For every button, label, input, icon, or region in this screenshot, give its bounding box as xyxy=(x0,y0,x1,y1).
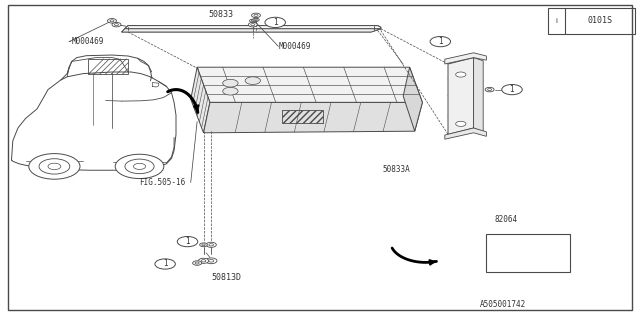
Polygon shape xyxy=(125,26,381,29)
Text: 50833A: 50833A xyxy=(383,165,410,174)
Polygon shape xyxy=(197,67,422,102)
Circle shape xyxy=(201,260,206,262)
Circle shape xyxy=(48,163,61,170)
Circle shape xyxy=(209,260,214,262)
Circle shape xyxy=(193,261,202,265)
Text: 1: 1 xyxy=(438,37,443,46)
FancyBboxPatch shape xyxy=(548,8,635,34)
Circle shape xyxy=(265,17,285,28)
Circle shape xyxy=(255,19,257,20)
Polygon shape xyxy=(204,102,422,133)
Circle shape xyxy=(112,22,121,27)
Circle shape xyxy=(456,72,466,77)
Circle shape xyxy=(115,24,118,26)
Text: 1: 1 xyxy=(509,85,515,94)
FancyBboxPatch shape xyxy=(486,234,570,272)
Text: 82064: 82064 xyxy=(494,215,517,224)
Text: 50813D: 50813D xyxy=(211,273,241,282)
Circle shape xyxy=(125,159,154,174)
Text: 50833: 50833 xyxy=(208,10,233,19)
Circle shape xyxy=(108,19,116,23)
Circle shape xyxy=(488,89,492,91)
Circle shape xyxy=(195,262,199,264)
Text: 1: 1 xyxy=(273,18,278,27)
Circle shape xyxy=(502,84,522,95)
Circle shape xyxy=(456,121,466,126)
Circle shape xyxy=(39,159,70,174)
Circle shape xyxy=(202,244,205,246)
Text: i: i xyxy=(556,18,557,24)
Polygon shape xyxy=(191,67,210,133)
Circle shape xyxy=(245,77,260,84)
Circle shape xyxy=(209,244,214,246)
Polygon shape xyxy=(122,29,381,32)
Circle shape xyxy=(252,13,260,18)
Circle shape xyxy=(254,14,258,16)
Circle shape xyxy=(250,19,256,22)
Circle shape xyxy=(253,18,259,21)
Polygon shape xyxy=(445,128,486,139)
Polygon shape xyxy=(445,53,486,64)
Text: 0101S: 0101S xyxy=(588,16,612,25)
Polygon shape xyxy=(448,58,474,134)
Circle shape xyxy=(248,22,257,27)
Circle shape xyxy=(110,20,114,22)
Circle shape xyxy=(206,242,216,247)
Text: A505001742: A505001742 xyxy=(480,300,526,309)
Circle shape xyxy=(549,17,564,25)
Text: M000469: M000469 xyxy=(72,37,104,46)
Text: M000469: M000469 xyxy=(278,42,311,51)
Polygon shape xyxy=(474,58,483,132)
Circle shape xyxy=(223,79,238,87)
Circle shape xyxy=(29,154,80,179)
Polygon shape xyxy=(403,67,422,131)
Circle shape xyxy=(115,154,164,179)
Circle shape xyxy=(134,163,146,170)
Circle shape xyxy=(251,24,255,26)
Circle shape xyxy=(198,258,209,263)
Circle shape xyxy=(155,259,175,269)
Circle shape xyxy=(485,87,494,92)
Text: 1: 1 xyxy=(163,260,168,268)
Circle shape xyxy=(177,236,198,247)
Circle shape xyxy=(200,243,207,247)
Circle shape xyxy=(205,258,217,264)
Text: 1: 1 xyxy=(185,237,190,246)
Circle shape xyxy=(223,87,238,95)
Text: FIG.505-16: FIG.505-16 xyxy=(140,178,186,187)
Circle shape xyxy=(430,36,451,47)
Circle shape xyxy=(252,20,254,21)
